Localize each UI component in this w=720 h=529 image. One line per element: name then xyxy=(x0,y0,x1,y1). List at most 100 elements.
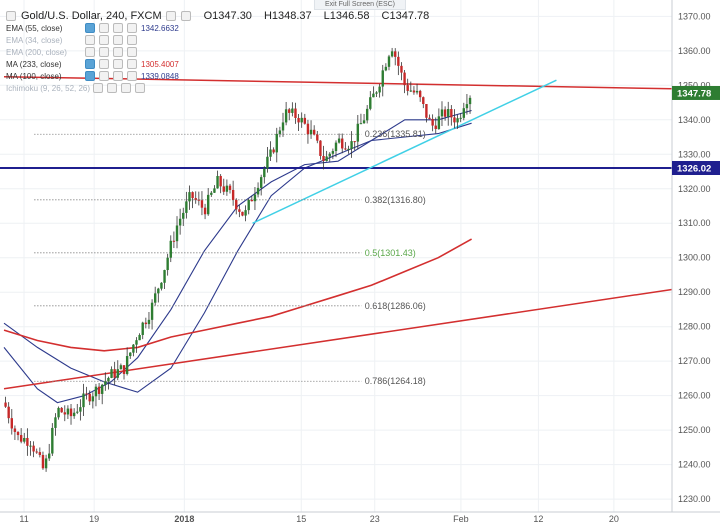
settings-icon[interactable] xyxy=(99,23,109,33)
indicator-line xyxy=(3,238,472,352)
settings-icon[interactable] xyxy=(180,11,191,21)
price-axis[interactable]: 1230.00 1240.00 1250.00 1260.00 1270.00 1280.… xyxy=(671,0,720,524)
more-icon[interactable] xyxy=(127,71,137,81)
candle-body xyxy=(82,393,85,408)
candle-body xyxy=(19,435,23,442)
candle-body xyxy=(119,365,123,370)
candle-body xyxy=(100,384,104,394)
candle-body xyxy=(412,90,416,93)
settings-icon[interactable] xyxy=(99,47,109,57)
candle-body xyxy=(41,454,45,469)
more-icon[interactable] xyxy=(127,59,137,69)
more-icon[interactable] xyxy=(127,47,137,57)
eye-icon[interactable] xyxy=(85,23,95,33)
candle-body xyxy=(144,322,148,325)
y-tick-label: 1340.00 xyxy=(678,115,711,125)
y-tick-label: 1290.00 xyxy=(678,287,711,297)
candle-body xyxy=(400,65,403,73)
indicator-value: 1339.0848 xyxy=(141,71,179,81)
candle-body xyxy=(104,381,107,385)
candle-body xyxy=(54,417,57,428)
indicator-row[interactable]: EMA (200, close) xyxy=(6,46,429,58)
x-tick-label: 20 xyxy=(609,514,619,524)
settings-icon[interactable] xyxy=(99,35,109,45)
candle-body xyxy=(337,138,341,143)
settings-icon[interactable] xyxy=(99,71,109,81)
candle-body xyxy=(312,129,316,135)
indicator-row[interactable]: Ichimoku (9, 26, 52, 26) xyxy=(6,82,429,94)
eye-icon[interactable] xyxy=(85,47,95,57)
candle-body xyxy=(235,199,238,210)
indicator-name: Ichimoku (9, 26, 52, 26) xyxy=(6,83,91,93)
exit-fullscreen-button[interactable]: Exit Full Screen (ESC) xyxy=(313,0,407,10)
remove-icon[interactable] xyxy=(113,47,123,57)
indicator-name: EMA (34, close) xyxy=(6,35,63,45)
remove-icon[interactable] xyxy=(113,35,123,45)
candle-body xyxy=(51,427,54,454)
candle-body xyxy=(107,377,110,382)
settings-icon[interactable] xyxy=(107,83,118,93)
candle-body xyxy=(169,240,172,258)
candle-body xyxy=(456,118,459,123)
indicator-name: EMA (200, close) xyxy=(6,47,67,57)
candle-body xyxy=(394,51,397,57)
candle-body xyxy=(200,200,204,208)
price-label: 1347.78 xyxy=(677,88,711,99)
candle-body xyxy=(425,104,428,118)
remove-icon[interactable] xyxy=(121,83,132,93)
indicator-value: 1342.6632 xyxy=(141,23,179,33)
remove-icon[interactable] xyxy=(113,71,123,81)
candle-body xyxy=(356,123,360,142)
candle-body xyxy=(216,175,219,189)
candle-body xyxy=(113,369,116,378)
candle-body xyxy=(241,211,244,216)
candle-body xyxy=(309,129,313,135)
indicator-row[interactable]: MA (100, close) 1339.0848 xyxy=(6,70,429,82)
more-icon[interactable] xyxy=(127,35,137,45)
candle-body xyxy=(228,185,232,190)
trend-lines[interactable] xyxy=(3,75,673,390)
y-tick-label: 1270.00 xyxy=(678,356,711,366)
candle-body xyxy=(132,344,135,353)
ohlc-low: L1346.58 xyxy=(323,10,370,22)
indicator-row[interactable]: EMA (55, close) 1342.6632 xyxy=(6,22,429,34)
trend-line-short-support xyxy=(252,79,557,224)
ohlc-high: H1348.37 xyxy=(263,10,312,22)
settings-icon[interactable] xyxy=(99,59,109,69)
candle-body xyxy=(138,334,141,341)
fibonacci-levels[interactable]: 0.236(1335.81) 0.382(1316.80) 0.5(1301.43)… xyxy=(34,129,426,386)
candle-body xyxy=(347,148,350,150)
candle-body xyxy=(341,138,344,149)
candle-body xyxy=(328,153,331,157)
time-axis[interactable]: 11 19 2018 15 23 Feb 12 20 xyxy=(0,511,720,524)
eye-icon[interactable] xyxy=(93,83,104,93)
more-icon[interactable] xyxy=(127,23,137,33)
candle-body xyxy=(253,194,257,202)
y-tick-label: 1370.00 xyxy=(678,11,711,21)
x-tick-label: 19 xyxy=(89,514,99,524)
eye-icon[interactable] xyxy=(85,59,95,69)
candle-body xyxy=(256,187,260,195)
eye-icon[interactable] xyxy=(85,71,95,81)
eye-icon[interactable] xyxy=(165,11,176,21)
eye-icon[interactable] xyxy=(85,35,95,45)
candle-body xyxy=(434,125,437,129)
candle-body xyxy=(185,201,188,213)
price-label-bg xyxy=(672,85,720,100)
candle-body xyxy=(231,189,235,200)
more-icon[interactable] xyxy=(135,83,146,93)
candle-body xyxy=(175,225,179,242)
remove-icon[interactable] xyxy=(113,23,123,33)
candle-body xyxy=(272,149,275,153)
collapse-icon[interactable] xyxy=(6,11,16,21)
remove-icon[interactable] xyxy=(113,59,123,69)
candle-body xyxy=(350,141,353,149)
candle-body xyxy=(153,293,157,303)
indicator-row[interactable]: MA (233, close) 1305.4007 xyxy=(6,58,429,70)
indicator-row[interactable]: EMA (34, close) xyxy=(6,34,429,46)
candle-body xyxy=(334,142,338,152)
candle-body xyxy=(403,72,406,86)
y-tick-label: 1240.00 xyxy=(678,460,711,470)
